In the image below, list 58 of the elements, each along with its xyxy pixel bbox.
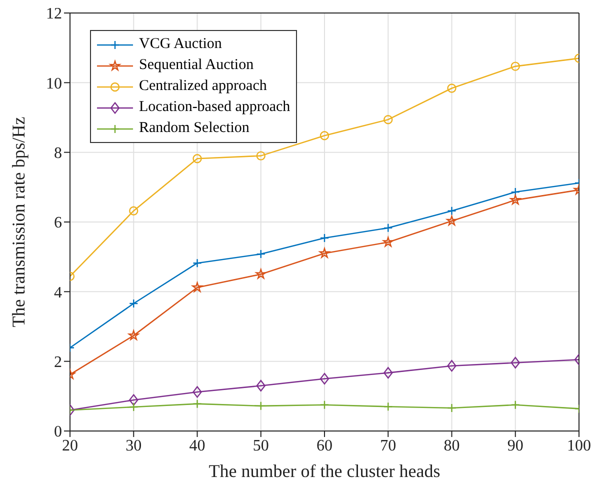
legend-label: Sequential Auction	[139, 56, 254, 75]
point	[256, 268, 266, 279]
point	[320, 372, 330, 385]
point	[129, 394, 138, 406]
point	[447, 84, 456, 93]
x-tick-label: 70	[380, 437, 396, 454]
y-tick-label: 6	[54, 214, 62, 232]
point	[446, 216, 457, 226]
point	[129, 298, 138, 308]
x-tick-label: 20	[62, 437, 78, 454]
y-tick-label: 2	[54, 354, 62, 372]
x-tick-label: 90	[507, 437, 524, 454]
point	[382, 236, 394, 247]
point	[510, 194, 521, 205]
y-axis-title: The transmission rate bps/Hz	[8, 116, 28, 328]
y-tick-label: 10	[46, 75, 62, 92]
point	[256, 151, 266, 160]
point	[256, 249, 266, 259]
point	[129, 402, 138, 412]
y-tick-label: 12	[46, 6, 62, 23]
y-tick-label: 4	[54, 284, 62, 302]
x-tick-label: 50	[252, 437, 269, 454]
x-tick-label: 100	[567, 437, 591, 454]
point	[256, 380, 266, 392]
legend-label: Location-based approach	[139, 98, 290, 117]
point	[384, 402, 393, 412]
point	[192, 386, 202, 398]
legend-label: VCG Auction	[139, 35, 222, 54]
legend-label: Centralized approach	[139, 77, 267, 96]
x-axis-title: The number of the cluster heads	[208, 461, 440, 481]
x-tick-label: 30	[126, 437, 142, 454]
point	[192, 154, 202, 164]
x-tick-label: 60	[316, 437, 332, 454]
point	[510, 62, 520, 71]
legend-label: Random Selection	[139, 119, 250, 138]
point	[447, 360, 456, 372]
point	[320, 233, 330, 243]
point	[447, 206, 456, 216]
point	[510, 187, 520, 197]
point	[320, 131, 330, 140]
point	[320, 400, 330, 410]
point	[129, 206, 138, 216]
y-tick-label: 0	[54, 424, 62, 441]
point	[384, 114, 393, 124]
x-tick-label: 80	[444, 437, 460, 454]
point	[256, 401, 266, 411]
point	[510, 400, 520, 410]
point	[384, 223, 393, 233]
point	[447, 403, 456, 413]
point	[319, 248, 330, 258]
point	[192, 282, 202, 292]
point	[384, 367, 393, 379]
x-tick-label: 40	[189, 437, 206, 454]
y-tick-label: 8	[54, 145, 62, 162]
point	[192, 399, 202, 408]
point	[192, 258, 202, 268]
point	[510, 356, 520, 369]
point	[128, 330, 139, 340]
